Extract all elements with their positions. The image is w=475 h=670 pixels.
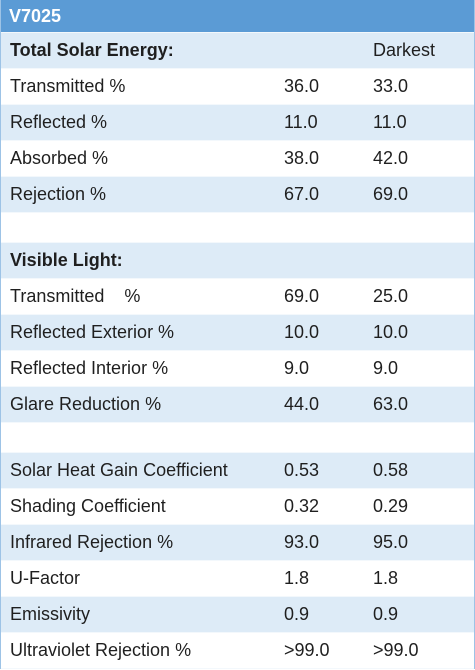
section-title: Total Solar Energy: [10,40,174,60]
section-title-row: Total Solar Energy: Darkest [1,33,474,69]
row-value: 10.0 [373,322,409,342]
row-value: >99.0 [284,640,330,660]
row-label: Infrared Rejection % [10,532,174,552]
row-value: 1.8 [284,568,310,588]
section-title: Visible Light: [10,250,123,270]
row-label: Ultraviolet Rejection % [10,640,192,660]
data-row: Absorbed % 38.0 42.0 [1,141,474,177]
row-value: 9.0 [373,358,399,378]
data-row: Glare Reduction % 44.0 63.0 [1,387,474,423]
data-row: Reflected Exterior % 10.0 10.0 [1,315,474,351]
row-value: 25.0 [373,286,409,306]
row-label: Emissivity [10,604,90,624]
data-row: Solar Heat Gain Coefficient 0.53 0.58 [1,453,474,489]
row-value: 10.0 [284,322,320,342]
row-value: 69.0 [373,184,409,204]
row-value: 93.0 [284,532,320,552]
column-header: Darkest [373,40,436,60]
row-label: Transmitted % [10,76,126,96]
row-label: Absorbed % [10,148,109,168]
data-row: Transmitted % 36.0 33.0 [1,69,474,105]
row-value: 0.29 [373,496,409,516]
row-value: 11.0 [284,112,318,132]
data-row: Reflected % 11.0 11.0 [1,105,474,141]
table-header: V7025 [1,0,474,33]
row-label: U-Factor [10,568,81,588]
row-label: Reflected Interior % [10,358,169,378]
data-row: Shading Coefficient 0.32 0.29 [1,489,474,525]
data-row: Infrared Rejection % 93.0 95.0 [1,525,474,561]
spacer-row [1,213,474,243]
header-title: V7025 [9,6,62,26]
row-value: 63.0 [373,394,409,414]
row-value: 69.0 [284,286,320,306]
row-label: Shading Coefficient [10,496,166,516]
row-value: 0.9 [373,604,399,624]
row-value: 0.32 [284,496,320,516]
data-row: Reflected Interior % 9.0 9.0 [1,351,474,387]
row-label: Transmitted % [10,286,141,306]
row-label: Reflected % [10,112,108,132]
row-value: 67.0 [284,184,320,204]
data-row: Ultraviolet Rejection % >99.0 >99.0 [1,633,474,669]
row-label: Glare Reduction % [10,394,162,414]
row-label: Rejection % [10,184,107,204]
row-value: 33.0 [373,76,409,96]
row-value: 11.0 [373,112,407,132]
row-value: 36.0 [284,76,320,96]
data-row: Emissivity 0.9 0.9 [1,597,474,633]
row-value: 38.0 [284,148,320,168]
row-value: 1.8 [373,568,399,588]
row-value: 9.0 [284,358,310,378]
row-value: 95.0 [373,532,409,552]
row-label: Solar Heat Gain Coefficient [10,460,228,480]
data-row: U-Factor 1.8 1.8 [1,561,474,597]
row-value: >99.0 [373,640,419,660]
row-value: 0.53 [284,460,320,480]
section-title-row: Visible Light: [1,243,474,279]
row-value: 0.58 [373,460,409,480]
data-row: Transmitted % 69.0 25.0 [1,279,474,315]
row-value: 0.9 [284,604,310,624]
data-row: Rejection % 67.0 69.0 [1,177,474,213]
row-value: 42.0 [373,148,409,168]
spacer-row [1,423,474,453]
row-label: Reflected Exterior % [10,322,175,342]
row-value: 44.0 [284,394,320,414]
